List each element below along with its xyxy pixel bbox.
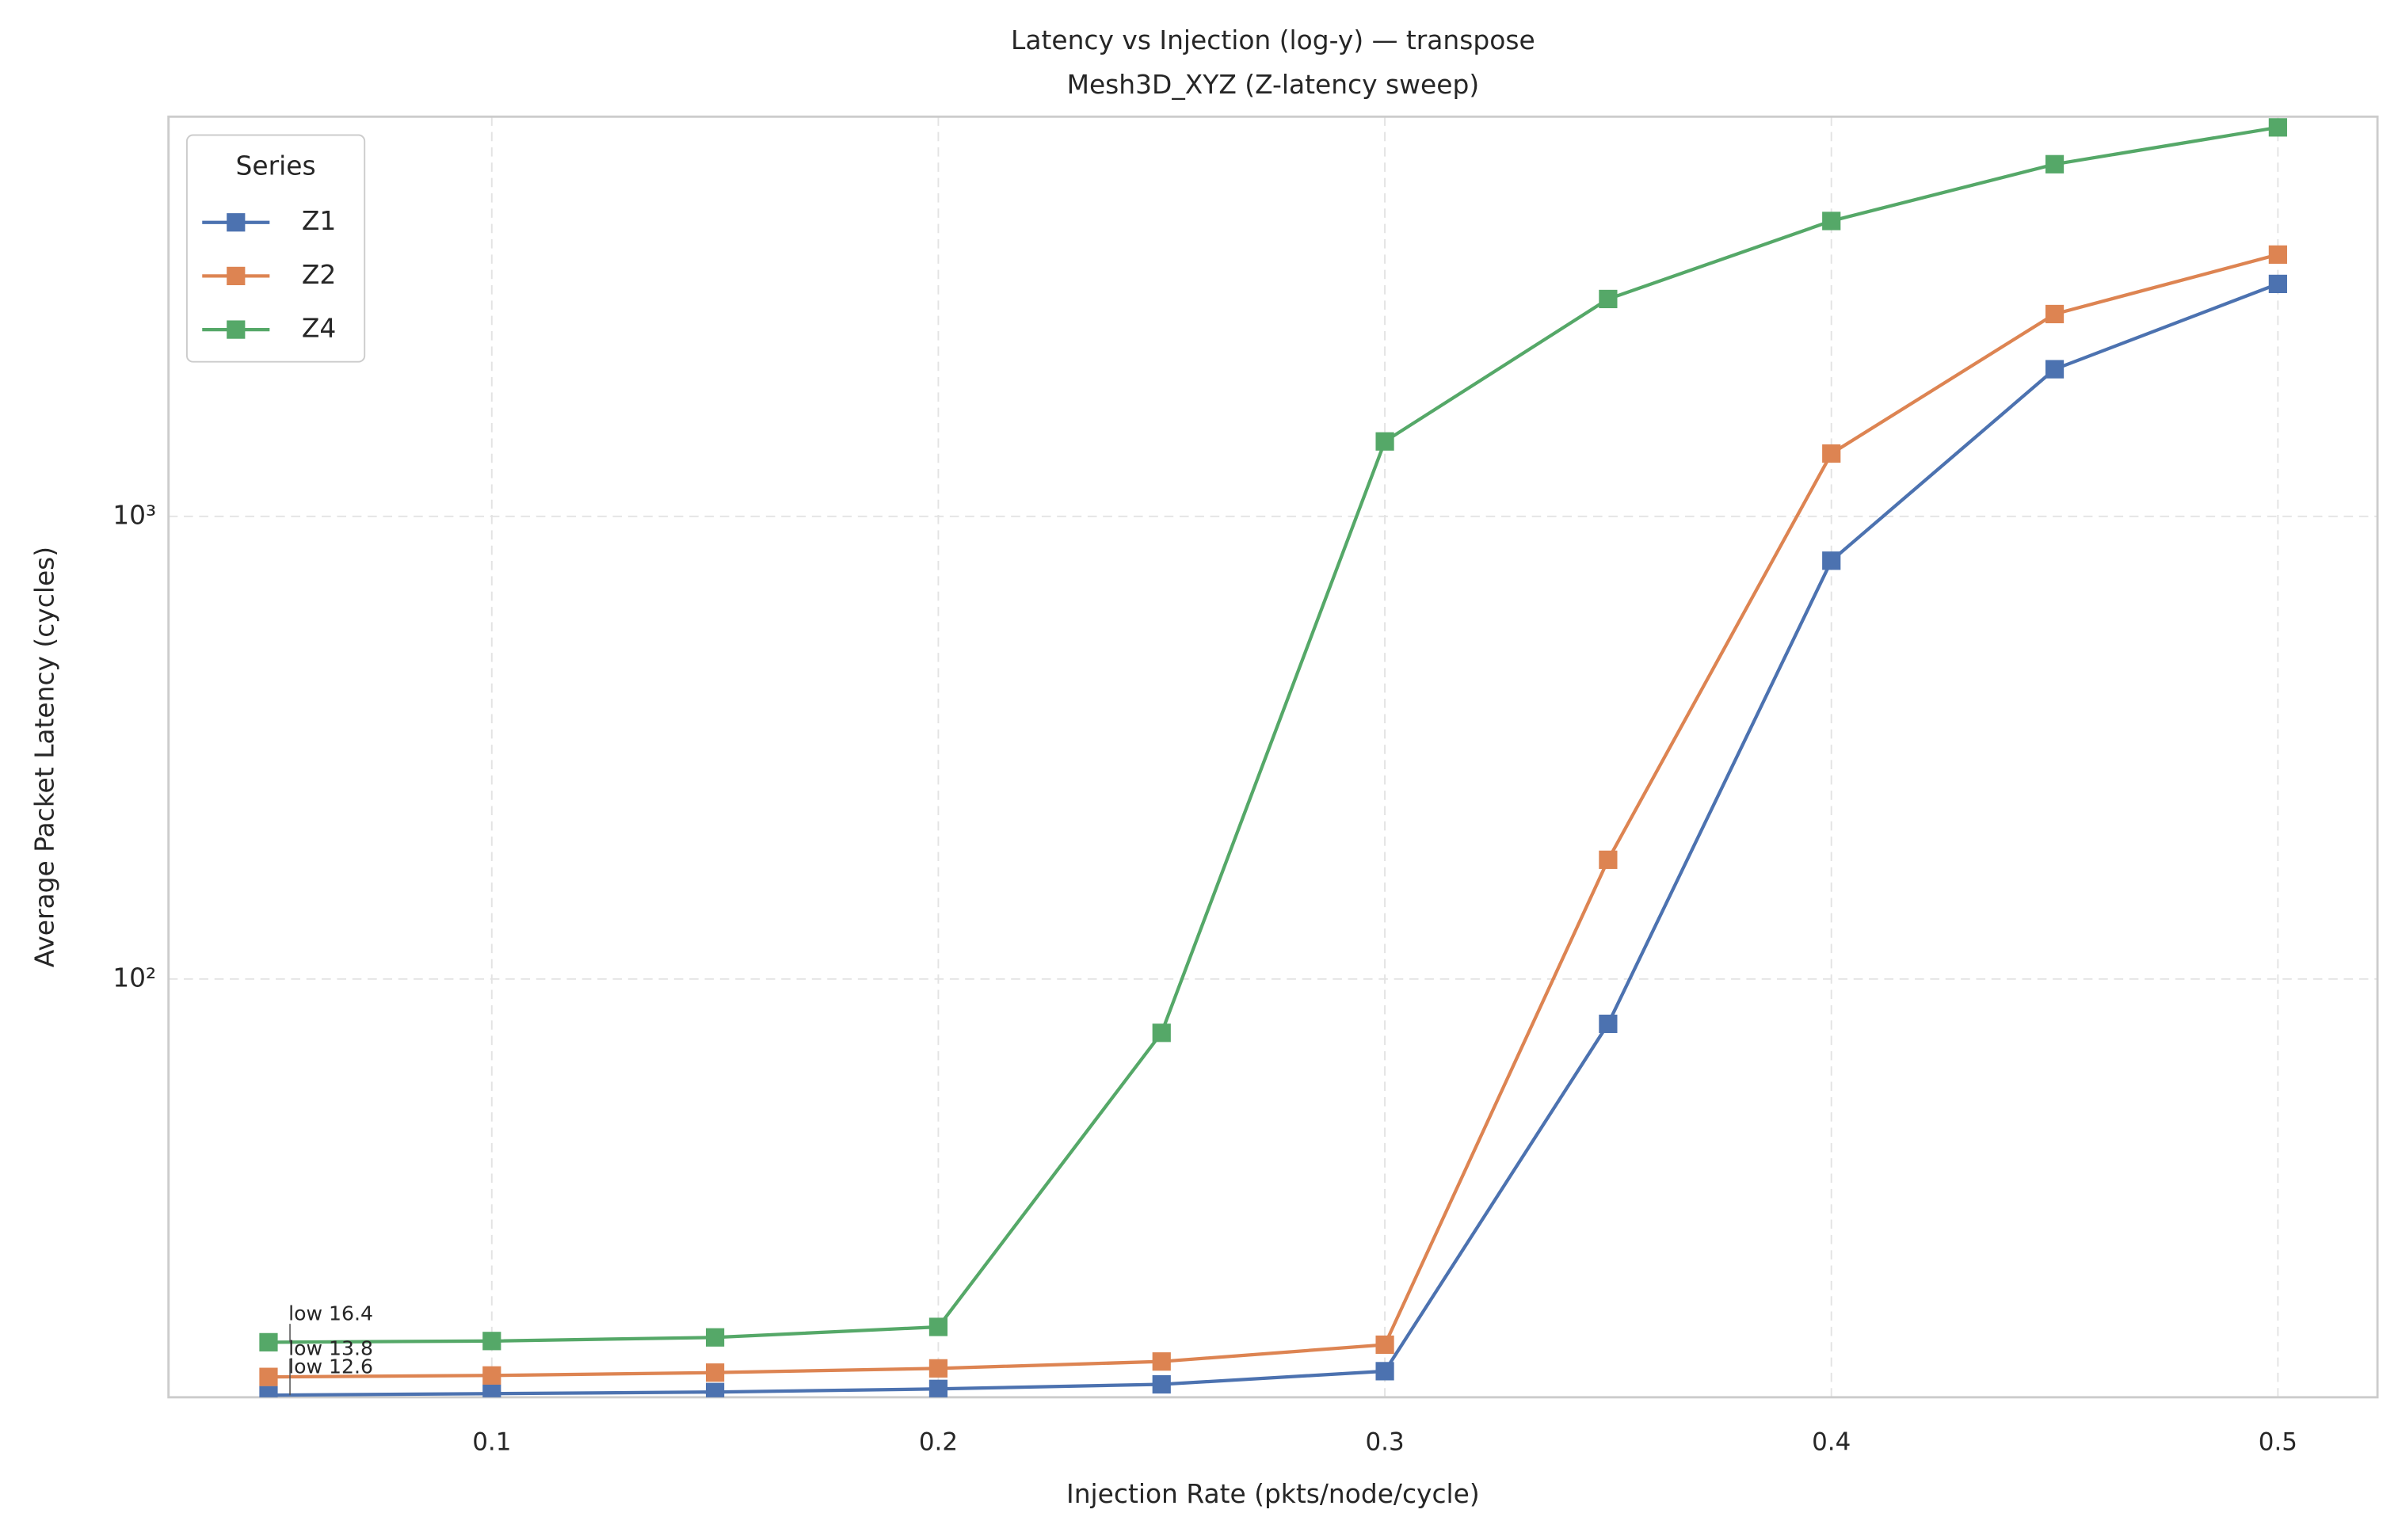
marker (1822, 212, 1841, 231)
marker (1822, 551, 1841, 570)
marker (2045, 304, 2065, 324)
x-tick-label: 0.3 (1365, 1428, 1404, 1456)
marker (1375, 1362, 1394, 1381)
marker (706, 1363, 725, 1382)
annotation: low 13.8 (288, 1336, 373, 1359)
marker (2268, 118, 2287, 137)
x-axis-label: Injection Rate (pkts/node/cycle) (1066, 1478, 1480, 1509)
marker (2045, 360, 2065, 379)
legend-label: Z4 (302, 313, 336, 344)
marker (1375, 432, 1394, 451)
x-tick-label: 0.5 (2259, 1428, 2297, 1456)
plot (259, 118, 2287, 1397)
marker (259, 1367, 278, 1386)
series-line (268, 125, 2278, 1344)
series-line (268, 282, 2279, 1397)
marker (482, 1384, 501, 1397)
legend-box (185, 134, 366, 363)
marker (928, 1359, 948, 1378)
marker (482, 1366, 501, 1385)
x-tick-label: 0.2 (919, 1428, 958, 1456)
marker (259, 1386, 278, 1397)
x-tick-label: 0.4 (1812, 1428, 1851, 1456)
annotation: low 12.6 (288, 1355, 373, 1378)
marker (706, 1382, 725, 1397)
legend-label: Z1 (302, 205, 336, 236)
marker (1599, 850, 1618, 869)
y-tick-label: 10² (112, 962, 156, 993)
legend-marker (227, 213, 246, 232)
y-axis-label: Average Packet Latency (cycles) (29, 547, 60, 967)
annotation: low 16.4 (288, 1302, 373, 1325)
marker (1375, 1335, 1394, 1355)
marker (928, 1317, 948, 1336)
marker (1152, 1023, 1171, 1043)
marker (1152, 1352, 1171, 1371)
marker (2045, 154, 2065, 173)
y-tick-label: 10³ (112, 499, 156, 530)
legend-marker (227, 266, 246, 285)
marker (928, 1379, 948, 1397)
marker (259, 1332, 278, 1351)
marker (1599, 1014, 1618, 1034)
marker (1822, 444, 1841, 463)
marker (482, 1332, 501, 1351)
series-line (268, 253, 2278, 1379)
marker (1152, 1374, 1171, 1394)
marker (2268, 274, 2287, 294)
plot-frame (167, 115, 2379, 1399)
chart-title: Latency vs Injection (log-y) — transpose (1011, 25, 1535, 55)
legend-label: Z2 (302, 259, 336, 290)
marker (706, 1328, 725, 1347)
marker (1599, 289, 1618, 309)
chart-subtitle: Mesh3D_XYZ (Z-latency sweep) (1067, 69, 1480, 100)
x-tick-label: 0.1 (472, 1428, 511, 1456)
legend-title: Series (236, 151, 316, 181)
marker (2268, 245, 2287, 264)
legend-marker (227, 320, 246, 339)
legend: Series Z1 Z2 Z4 (185, 134, 366, 363)
